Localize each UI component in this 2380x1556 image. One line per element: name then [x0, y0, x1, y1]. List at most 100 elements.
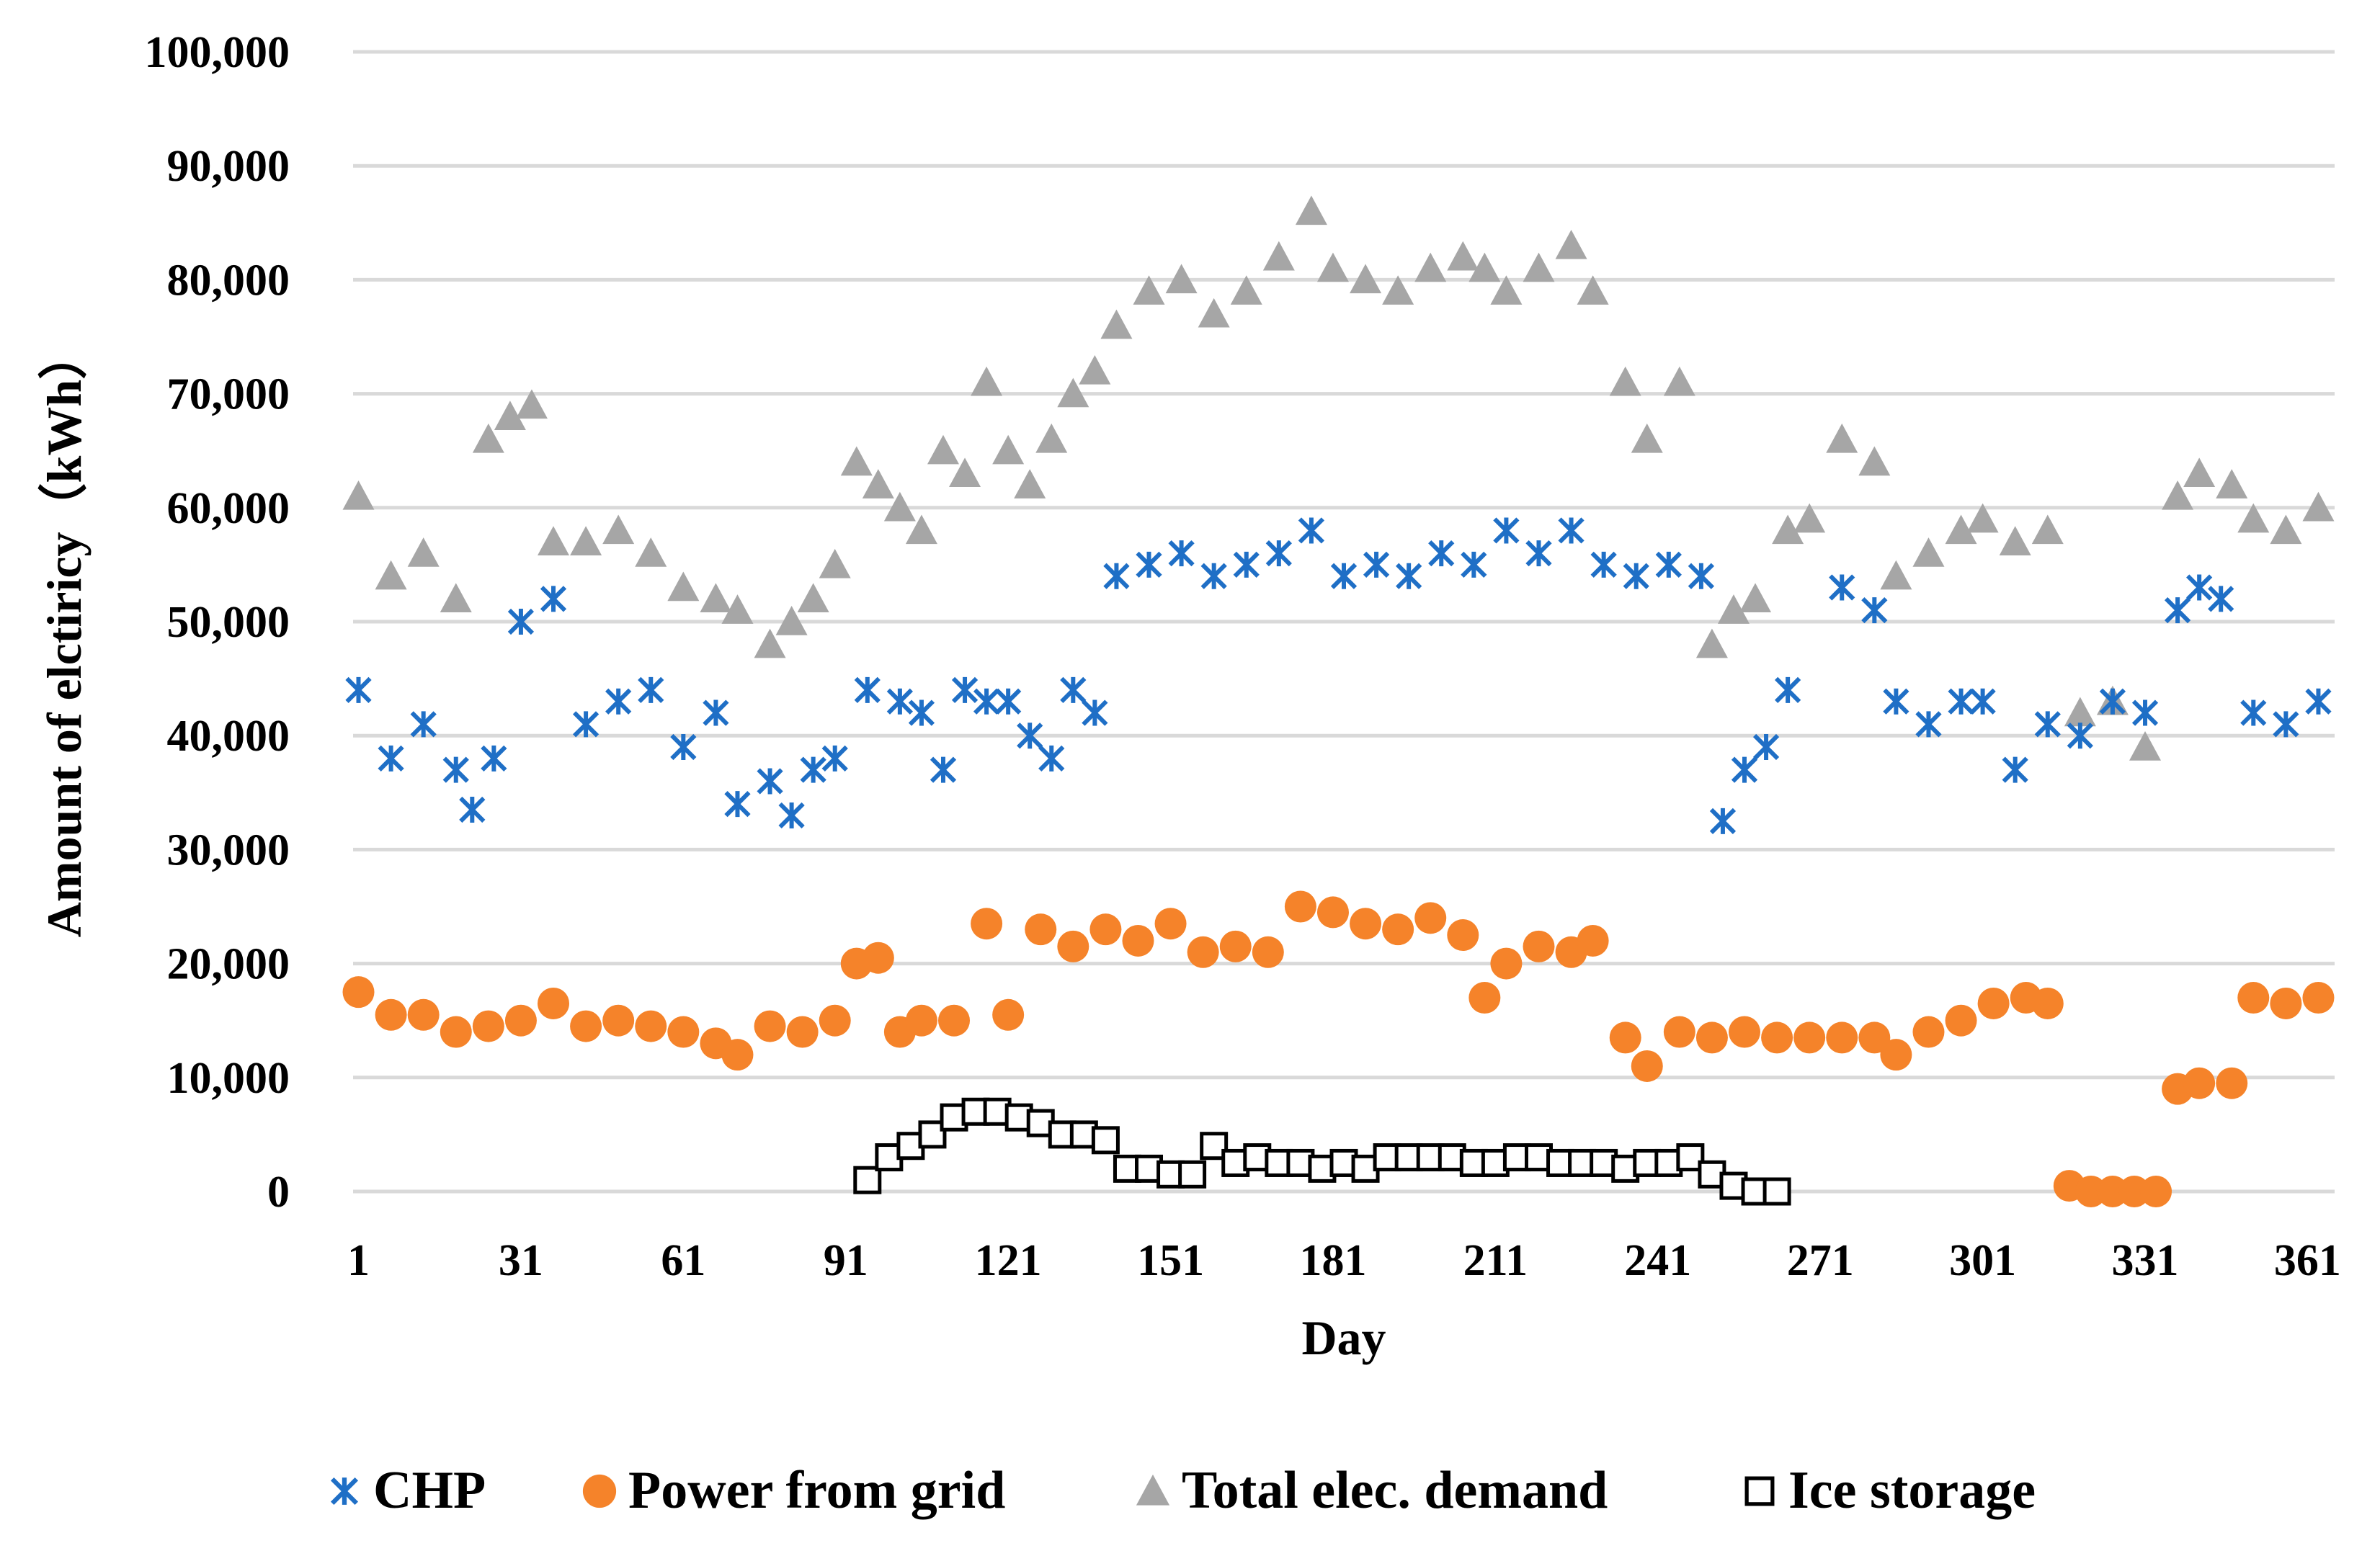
data-point-power-from-grid — [2302, 982, 2335, 1014]
series-total-elec-demand — [342, 195, 2335, 761]
data-point-total-elec-demand — [1035, 423, 1068, 453]
data-point-power-from-grid — [1577, 924, 1609, 957]
data-point-total-elec-demand — [905, 514, 937, 545]
data-point-total-elec-demand — [700, 583, 732, 613]
x-tick-label: 151 — [1137, 1236, 1204, 1285]
data-point-chp — [951, 676, 979, 704]
data-point-total-elec-demand — [1414, 252, 1447, 282]
data-point-total-elec-demand — [1739, 583, 1772, 613]
data-point-chp — [800, 756, 826, 783]
data-point-power-from-grid — [2074, 1176, 2107, 1207]
data-point-power-from-grid — [1447, 919, 1479, 952]
data-point-power-from-grid — [1793, 1021, 1826, 1054]
data-point-total-elec-demand — [375, 560, 407, 590]
x-tick-label: 61 — [661, 1236, 705, 1285]
data-point-chp — [2186, 574, 2213, 601]
data-point-chp — [1168, 540, 1195, 567]
data-point-power-from-grid — [1523, 930, 1555, 962]
data-point-chp — [2240, 699, 2267, 726]
data-point-chp — [1915, 711, 1942, 738]
data-point-chp — [605, 688, 632, 715]
data-point-chp — [1363, 551, 1390, 578]
data-point-chp — [703, 699, 729, 726]
data-point-power-from-grid — [1219, 930, 1252, 962]
data-point-chp — [410, 711, 437, 738]
data-point-chp — [1709, 808, 1737, 834]
y-axis-title: Amount of elctiricy（kWh） — [37, 331, 92, 937]
data-point-chp — [930, 756, 957, 783]
data-point-total-elec-demand — [2216, 469, 2248, 498]
data-point-total-elec-demand — [1057, 377, 1089, 408]
data-point-power-from-grid — [2096, 1176, 2129, 1207]
data-point-chp — [908, 699, 935, 726]
legend-marker-chp — [330, 1477, 359, 1506]
data-point-power-from-grid — [938, 1004, 971, 1037]
data-point-chp — [1103, 563, 1130, 589]
data-point-total-elec-demand — [1490, 275, 1523, 305]
data-point-power-from-grid — [1490, 947, 1523, 980]
data-point-total-elec-demand — [927, 434, 959, 465]
data-point-chp — [2164, 597, 2191, 624]
y-tick-label: 40,000 — [167, 712, 290, 761]
data-point-chp — [1136, 551, 1162, 578]
data-point-chp — [459, 796, 486, 823]
data-point-total-elec-demand — [1945, 514, 1977, 545]
legend-item-chp[interactable]: CHP — [330, 1461, 486, 1520]
data-point-chp — [638, 676, 664, 704]
legend-item-power-from-grid[interactable]: Power from grid — [582, 1461, 1005, 1520]
data-point-total-elec-demand — [1316, 252, 1349, 282]
data-point-chp — [1082, 699, 1108, 726]
data-point-chp — [1688, 563, 1715, 589]
legend-item-total-elec-demand[interactable]: Total elec. demand — [1136, 1461, 1608, 1520]
x-tick-label: 31 — [499, 1236, 543, 1285]
data-point-power-from-grid — [1122, 924, 1154, 957]
data-point-chp — [507, 608, 535, 635]
data-point-power-from-grid — [2031, 987, 2064, 1019]
data-point-ice-storage — [1178, 1160, 1207, 1189]
data-point-total-elec-demand — [1695, 628, 1728, 658]
data-point-power-from-grid — [1284, 890, 1316, 923]
data-point-total-elec-demand — [1198, 298, 1230, 328]
legend-item-ice-storage[interactable]: Ice storage — [1744, 1461, 2036, 1520]
x-tick-label: 211 — [1463, 1236, 1528, 1285]
data-point-total-elec-demand — [1631, 423, 1663, 453]
data-point-total-elec-demand — [2162, 480, 2194, 510]
data-point-power-from-grid — [1089, 913, 1122, 946]
data-point-power-from-grid — [1977, 987, 2010, 1019]
data-point-chp — [1883, 688, 1909, 715]
data-point-ice-storage — [1091, 1126, 1120, 1155]
data-point-power-from-grid — [1761, 1021, 1793, 1054]
data-point-chp — [2208, 586, 2234, 612]
data-point-power-from-grid — [1382, 913, 1414, 946]
data-point-total-elec-demand — [949, 457, 981, 488]
data-point-total-elec-demand — [1880, 560, 1912, 590]
data-point-total-elec-demand — [407, 537, 440, 567]
data-point-chp — [854, 676, 881, 704]
data-point-total-elec-demand — [797, 583, 829, 613]
data-point-total-elec-demand — [1826, 423, 1858, 453]
data-point-chp — [1948, 688, 1974, 715]
data-point-chp — [1060, 676, 1087, 704]
data-point-total-elec-demand — [754, 628, 786, 658]
legend: CHP Power from grid Total elec. demand I… — [330, 1461, 2036, 1520]
data-point-chp — [1330, 563, 1358, 589]
x-tick-label: 91 — [824, 1236, 868, 1285]
data-point-chp — [1861, 597, 1888, 624]
data-point-total-elec-demand — [2237, 503, 2270, 533]
data-point-chp — [540, 586, 567, 612]
data-marks — [342, 195, 2335, 1207]
data-point-total-elec-demand — [1966, 503, 1999, 533]
data-point-total-elec-demand — [342, 480, 375, 510]
data-point-power-from-grid — [570, 1010, 602, 1042]
x-tick-label: 241 — [1624, 1236, 1691, 1285]
data-point-power-from-grid — [407, 998, 440, 1031]
data-point-chp — [1265, 540, 1292, 567]
data-point-power-from-grid — [1350, 908, 1382, 940]
data-point-power-from-grid — [1631, 1050, 1663, 1082]
legend-marker-power-from-grid — [582, 1474, 617, 1508]
data-point-power-from-grid — [1695, 1021, 1728, 1054]
data-point-chp — [2099, 688, 2126, 715]
legend-label-total-elec-demand: Total elec. demand — [1182, 1461, 1608, 1520]
data-point-chp — [670, 733, 697, 761]
